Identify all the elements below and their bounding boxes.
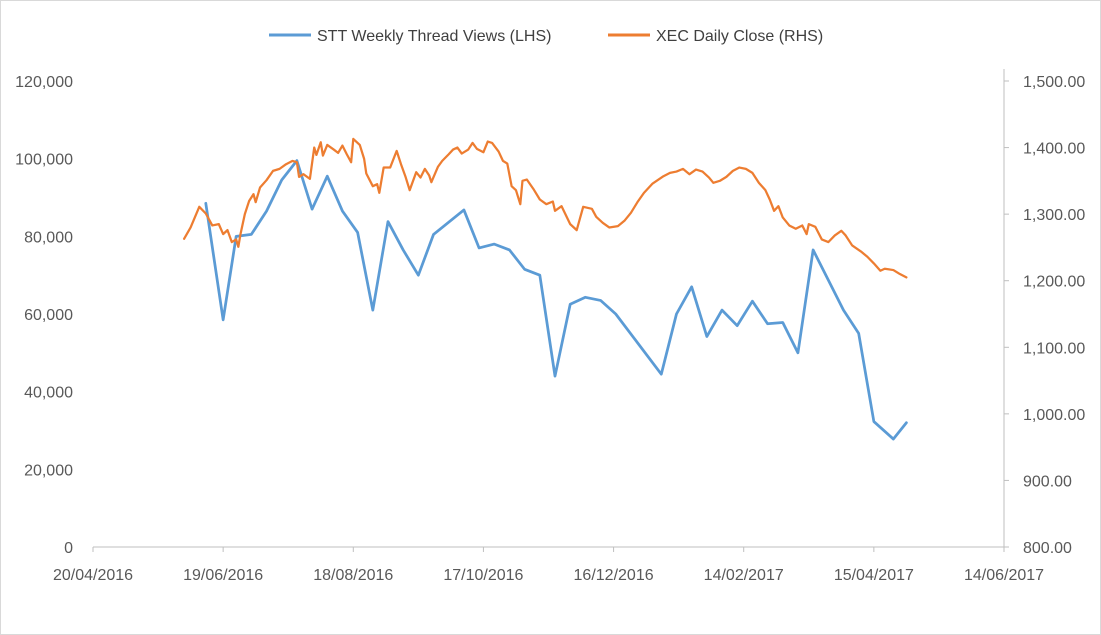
x-tick-label: 18/08/2016 [313,567,393,584]
x-tick-label: 19/06/2016 [183,567,263,584]
axes: 20/04/2016 19/06/2016 18/08/2016 17/10/2016… [15,69,1085,584]
y-left-tick-label: 100,000 [15,152,73,169]
legend-label-stt: STT Weekly Thread Views (LHS) [317,28,551,45]
x-tick-label: 14/06/2017 [964,567,1044,584]
y-right-tick-label: 1,300.00 [1023,207,1085,224]
xec-close-line [182,137,908,279]
stt-views-line [204,159,908,441]
x-tick-label: 17/10/2016 [443,567,523,584]
y-right-tick-label: 1,100.00 [1023,340,1085,357]
x-tick-label: 16/12/2016 [574,567,654,584]
y-left-tick-label: 120,000 [15,74,73,91]
y-left-tick-label: 80,000 [24,229,73,246]
legend: STT Weekly Thread Views (LHS) XEC Daily … [269,28,823,45]
y-right-tick-label: 1,000.00 [1023,407,1085,424]
x-tick-label: 15/04/2017 [834,567,914,584]
legend-label-xec: XEC Daily Close (RHS) [656,28,823,45]
y-left-tick-label: 20,000 [24,462,73,479]
y-left-tick-label: 60,000 [24,307,73,324]
x-tick-label: 14/02/2017 [704,567,784,584]
y-left-tick-label: 40,000 [24,385,73,402]
y-right-tick-label: 1,400.00 [1023,141,1085,158]
y-right-tick-label: 1,200.00 [1023,274,1085,291]
y-right-tick-label: 1,500.00 [1023,74,1085,91]
y-right-tick-label: 800.00 [1023,540,1072,557]
series-layer [182,137,908,441]
y-left-tick-label: 0 [64,540,73,557]
y-right-tick-label: 900.00 [1023,473,1072,490]
x-tick-label: 20/04/2016 [53,567,133,584]
